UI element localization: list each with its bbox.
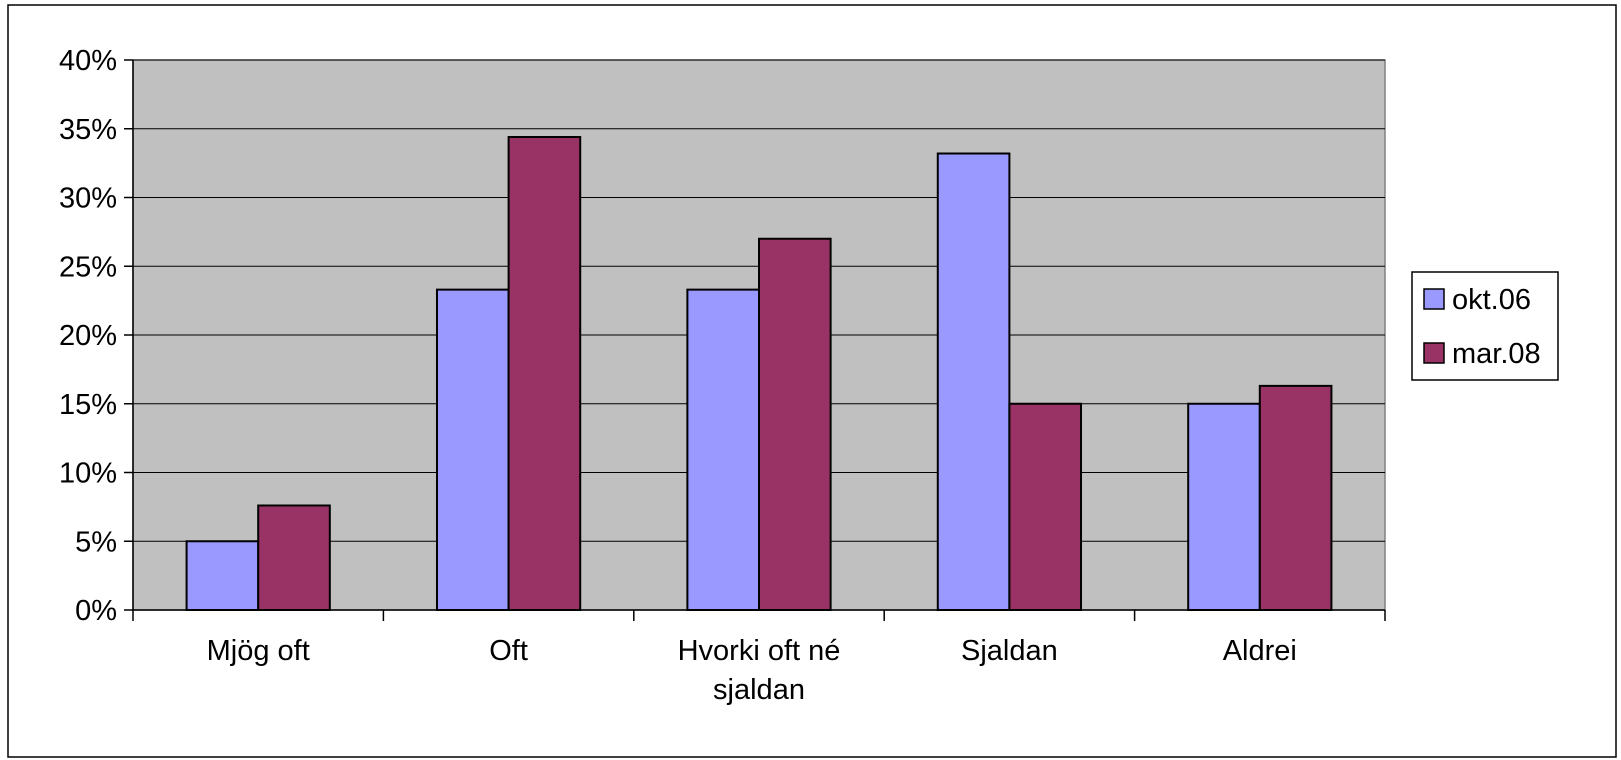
y-tick-label: 30% xyxy=(59,183,117,215)
legend-swatch xyxy=(1423,342,1445,364)
y-tick-label: 40% xyxy=(59,45,117,77)
bar-okt.06-3 xyxy=(686,288,761,611)
bar-mar.08-4 xyxy=(1008,402,1083,611)
y-tick-label: 15% xyxy=(59,389,117,421)
bar-mar.08-2 xyxy=(507,136,582,611)
y-tick-label: 0% xyxy=(75,595,117,627)
legend-swatch xyxy=(1423,288,1445,310)
y-tick-label: 35% xyxy=(59,114,117,146)
bar-mar.08-1 xyxy=(257,504,331,611)
bar-okt.06-4 xyxy=(936,152,1011,611)
legend-label: mar.08 xyxy=(1452,338,1541,370)
y-tick-label: 5% xyxy=(75,526,117,558)
category-label: Oft xyxy=(489,635,528,667)
axes: 0% 5% 10% 15% 20% 25% 30% 35% 40% Mjög oft Oft Hvor… xyxy=(59,45,1386,706)
category-label: Sjaldan xyxy=(961,635,1058,667)
category-label: Hvorki oft né xyxy=(678,635,841,667)
category-label: Aldrei xyxy=(1223,635,1297,667)
category-label: sjaldan xyxy=(713,674,805,706)
y-tick-label: 10% xyxy=(59,458,117,490)
bars xyxy=(185,136,1333,611)
y-tick-label: 20% xyxy=(59,320,117,352)
bar-mar.08-3 xyxy=(758,237,832,611)
bar-okt.06-2 xyxy=(435,288,510,611)
legend-label: okt.06 xyxy=(1452,284,1531,316)
y-tick-label: 25% xyxy=(59,251,117,283)
bar-okt.06-1 xyxy=(185,540,260,611)
bar-okt.06-5 xyxy=(1187,402,1261,611)
bar-mar.08-5 xyxy=(1258,384,1333,611)
legend: okt.06 mar.08 xyxy=(1411,271,1559,381)
category-label: Mjög oft xyxy=(207,635,310,667)
